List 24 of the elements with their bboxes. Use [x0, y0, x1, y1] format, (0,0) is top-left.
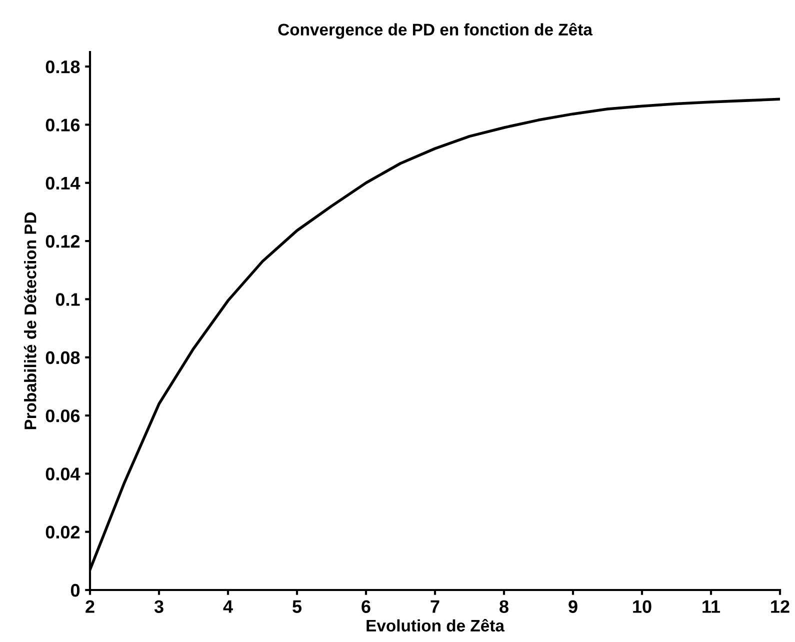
x-tick-label: 12: [771, 600, 790, 613]
x-tick-label: 3: [154, 600, 164, 614]
y-tick-label: 0: [70, 584, 80, 597]
x-axis-title: Evolution de Zêta: [366, 618, 505, 632]
x-tick-label: 10: [633, 600, 652, 613]
y-axis-title: Probabilité de Détection PD: [24, 212, 36, 430]
y-tick-label: 0.1: [56, 293, 80, 306]
x-tick-label: 4: [223, 600, 233, 613]
x-tick-label: 2: [86, 600, 94, 613]
x-tick-label: 6: [362, 600, 370, 613]
x-tick-label: 11: [702, 600, 720, 613]
y-tick-label: 0.02: [46, 526, 80, 539]
y-tick-label: 0.16: [46, 118, 80, 132]
x-tick-label: 5: [292, 600, 302, 613]
x-tick-label: 9: [568, 600, 578, 613]
y-tick-label: 0.18: [46, 60, 80, 74]
y-tick-label: 0.12: [46, 234, 80, 248]
chart-title: Convergence de PD en fonction de Zêta: [278, 22, 593, 39]
y-tick-label: 0.06: [46, 409, 80, 422]
y-tick-label: 0.04: [46, 468, 80, 480]
x-tick-label: 8: [500, 600, 508, 613]
y-tick-label: 0.08: [46, 351, 80, 364]
y-tick-label: 0.14: [46, 176, 80, 190]
x-tick-label: 7: [430, 600, 440, 613]
